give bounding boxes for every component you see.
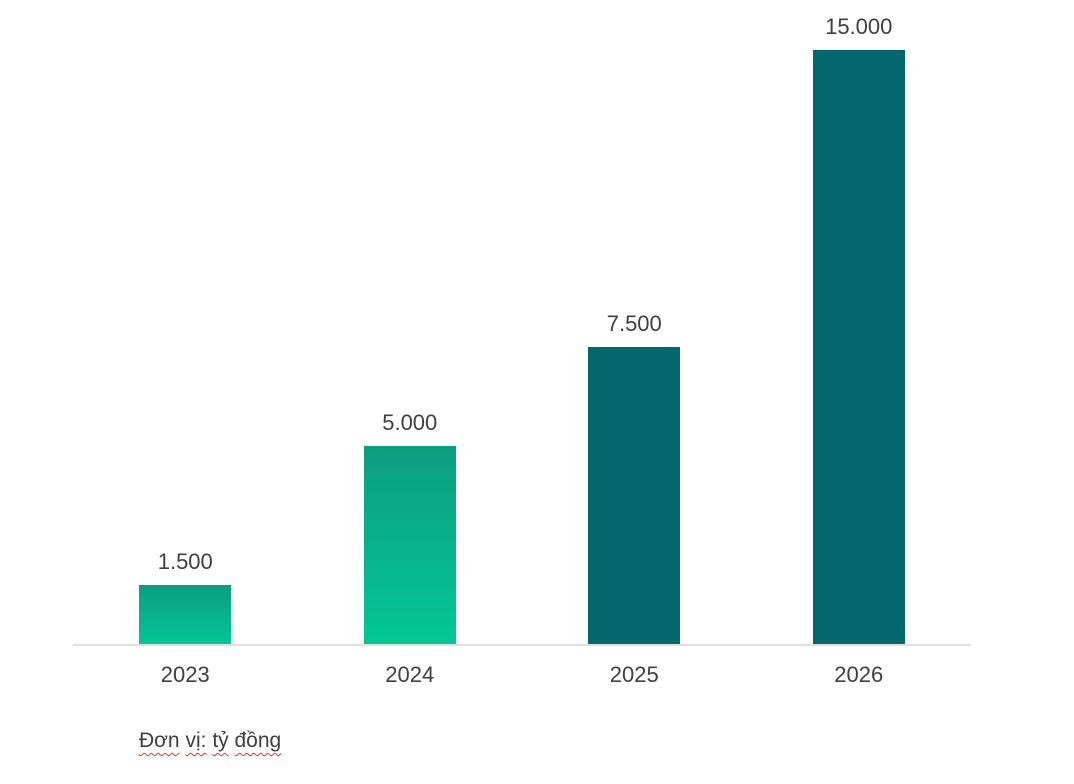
bar-value-label: 15.000 bbox=[825, 14, 893, 39]
bar-group-2026: 15.000 bbox=[747, 14, 972, 644]
bar-group-2023: 1.500 bbox=[73, 52, 298, 644]
bar-2024 bbox=[363, 446, 456, 644]
bar-value-label: 5.000 bbox=[382, 410, 438, 435]
x-axis-label-2024: 2024 bbox=[385, 662, 435, 687]
x-axis-label-2023: 2023 bbox=[160, 662, 210, 687]
unit-caption-word: đồng bbox=[234, 729, 282, 752]
bar-group-2025: 7.500 bbox=[522, 52, 747, 644]
unit-caption-word: tỷ bbox=[212, 729, 229, 752]
unit-caption-word: vị: bbox=[185, 729, 207, 752]
x-axis-label-2026: 2026 bbox=[834, 662, 884, 687]
x-axis-label-2025: 2025 bbox=[609, 662, 659, 687]
bar-2026 bbox=[812, 50, 905, 644]
bar-group-2024: 5.000 bbox=[298, 52, 523, 644]
x-axis-labels: 2023 2024 2025 2026 bbox=[73, 662, 971, 688]
plot-area: 1.500 5.000 7.500 15.000 bbox=[73, 14, 972, 646]
unit-caption: Đơn vị: tỷ đồng bbox=[139, 727, 281, 755]
bar-2025 bbox=[588, 347, 681, 644]
unit-caption-word: Đơn bbox=[139, 729, 180, 752]
bar-value-label: 7.500 bbox=[606, 311, 662, 336]
bar-2023 bbox=[139, 585, 232, 644]
bar-value-label: 1.500 bbox=[157, 549, 213, 574]
